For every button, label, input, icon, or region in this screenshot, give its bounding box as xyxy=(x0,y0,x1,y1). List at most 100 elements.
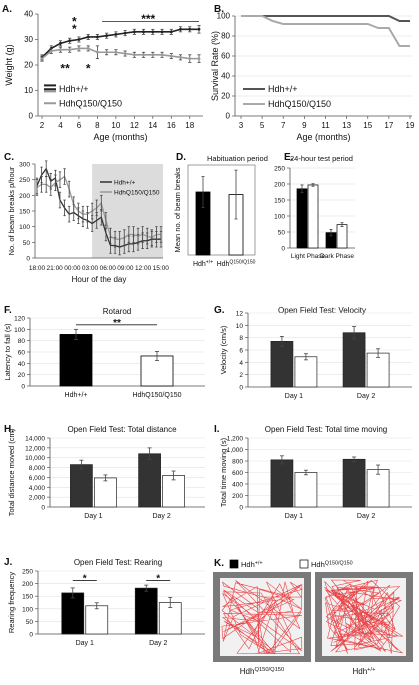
panel-a-point xyxy=(86,35,90,39)
panel-g-bar xyxy=(294,356,318,388)
panel-f-y-tick-label: 60 xyxy=(18,350,26,357)
panel-a-annotation: * xyxy=(72,22,77,36)
panel-k-track-image xyxy=(213,572,311,662)
panel-e-bar xyxy=(336,224,348,249)
panel-label: K. xyxy=(214,558,224,569)
panel-f-y-tick-label: 120 xyxy=(14,316,25,323)
panel-f-title: Rotarod xyxy=(103,307,131,316)
panel-j-significance-mark: * xyxy=(83,574,87,585)
panel-f-category-label: HdhQ150/Q150 xyxy=(132,392,181,399)
panel-a-y-tick-label: 0 xyxy=(29,112,34,121)
panel-g-category-label: Day 2 xyxy=(357,393,375,400)
panel-f-y-tick-label: 100 xyxy=(14,327,25,334)
panel-e-y-tick-label: 200 xyxy=(274,182,285,189)
panel-a-y-tick-label: 30 xyxy=(24,35,33,44)
panel-a-point xyxy=(68,48,72,52)
panel-c-y-tick-label: 200 xyxy=(19,193,30,200)
panel-a-point xyxy=(105,34,109,38)
panel-i-category-label: Day 1 xyxy=(285,513,303,520)
panel-a-point xyxy=(188,27,192,31)
panel-g-bar xyxy=(270,341,294,388)
panel-i-bar xyxy=(366,469,390,508)
panel-g-y-tick-label: 0 xyxy=(239,385,243,392)
panel-a-x-tick-label: 16 xyxy=(167,121,176,130)
panel-j-y-tick-label: 200 xyxy=(22,581,33,588)
panel-i-y-tick-label: 600 xyxy=(232,470,243,477)
panel-b-y-tick-label: 0 xyxy=(226,112,231,121)
panel-c-x-tick-label: 21:00 xyxy=(47,265,64,272)
panel-j-y-tick-label: 50 xyxy=(26,619,34,626)
panel-label: E. xyxy=(284,152,294,163)
panel-b-x-tick-label: 19 xyxy=(406,121,415,130)
panel-a-x-tick-label: 6 xyxy=(77,121,82,130)
panel-a-point xyxy=(123,52,127,55)
panel-f-y-tick-label: 20 xyxy=(18,372,26,379)
panel-a-point xyxy=(96,35,99,39)
panel-f-y-tick-label: 0 xyxy=(21,384,25,391)
panel-j-bar xyxy=(134,587,158,635)
panel-c-x-tick-label: 15:00 xyxy=(153,265,170,272)
panel-i-y-tick-label: 400 xyxy=(232,482,243,489)
panel-g-y-tick-label: 6 xyxy=(239,348,243,355)
panel-h-y-tick-label: 0 xyxy=(41,505,45,512)
panel-label: A. xyxy=(2,4,12,15)
panel-a-point xyxy=(96,50,99,54)
panel-c-y-tick-label: 150 xyxy=(19,209,30,216)
panel-a-series-line xyxy=(41,28,199,58)
panel-a-legend-label: Hdh+/+ xyxy=(59,84,89,94)
panel-k-track-path xyxy=(221,580,303,655)
panel-g-bar xyxy=(342,332,366,388)
panel-f-y-tick-label: 80 xyxy=(18,338,26,345)
panel-c-y-tick-label: 50 xyxy=(23,240,31,247)
panel-j-y-tick-label: 0 xyxy=(29,632,33,639)
panel-a-annotation: *** xyxy=(141,12,155,26)
panel-c-y-tick-label: 300 xyxy=(19,162,30,169)
panel-e-category-label: Dark Phase xyxy=(320,253,354,260)
panel-a-x-tick-label: 8 xyxy=(95,121,100,130)
panel-a-point xyxy=(197,57,201,61)
panel-g-y-tick-label: 2 xyxy=(239,372,243,379)
panel-label: C. xyxy=(4,152,14,163)
panel-a-y-tick-label: 40 xyxy=(24,10,33,19)
panel-d-y-title: Mean no. of beam breaks xyxy=(173,167,182,252)
panel-label: I. xyxy=(214,424,220,435)
panel-b-y-tick-label: 80 xyxy=(221,32,230,41)
panel-e-y-tick-label: 150 xyxy=(274,198,285,205)
panel-label: F. xyxy=(4,305,12,316)
panel-a-x-tick-label: 10 xyxy=(111,121,120,130)
panel-a-point xyxy=(105,50,109,54)
panel-d-title: Habituation period xyxy=(207,154,268,163)
panel-i-y-title: Total time moving (s) xyxy=(219,437,228,507)
panel-a-x-tick-label: 18 xyxy=(185,121,194,130)
panel-c-y-tick-label: 250 xyxy=(19,177,30,184)
panel-i-y-tick-label: 200 xyxy=(232,493,243,500)
panel-c-x-tick-label: 00:00 xyxy=(64,265,81,272)
panel-k-caption: Hdh+/+ xyxy=(352,667,376,676)
panel-a-point xyxy=(68,39,72,43)
panel-h-y-tick-label: 8,000 xyxy=(29,465,46,472)
panel-h-category-label: Day 2 xyxy=(152,513,170,520)
panel-h-y-tick-label: 2,000 xyxy=(29,495,46,502)
panel-k-track-image xyxy=(315,572,413,662)
panel-i-y-tick-label: 1,000 xyxy=(227,447,244,454)
panel-a-y-tick-label: 10 xyxy=(24,86,33,95)
panel-a-point xyxy=(77,38,81,41)
panel-k-legend-label: HdhQ150/Q150 xyxy=(311,560,353,569)
panel-f-y-title: Latency to fall (s) xyxy=(3,323,12,381)
panel-label: H. xyxy=(4,424,14,435)
panel-h-category-label: Day 1 xyxy=(84,513,102,520)
panel-d-frame xyxy=(187,164,256,256)
panel-f-y-tick-label: 40 xyxy=(18,361,26,368)
panel-k-legend-label: Hdh+/+ xyxy=(241,560,263,569)
panel-a-annotation: ** xyxy=(60,62,70,76)
panel-a-x-tick-label: 2 xyxy=(40,121,45,130)
panel-c-legend-label: Hdh+/+ xyxy=(114,180,136,187)
panel-a-series-line xyxy=(41,47,199,60)
panel-e-y-tick-label: 50 xyxy=(278,230,286,237)
panel-a-annotation: * xyxy=(72,14,77,28)
panel-a-point xyxy=(114,33,118,36)
panel-a-point xyxy=(114,50,118,54)
panel-b-x-tick-label: 3 xyxy=(239,121,244,130)
panel-e-y-tick-label: 0 xyxy=(281,246,285,253)
